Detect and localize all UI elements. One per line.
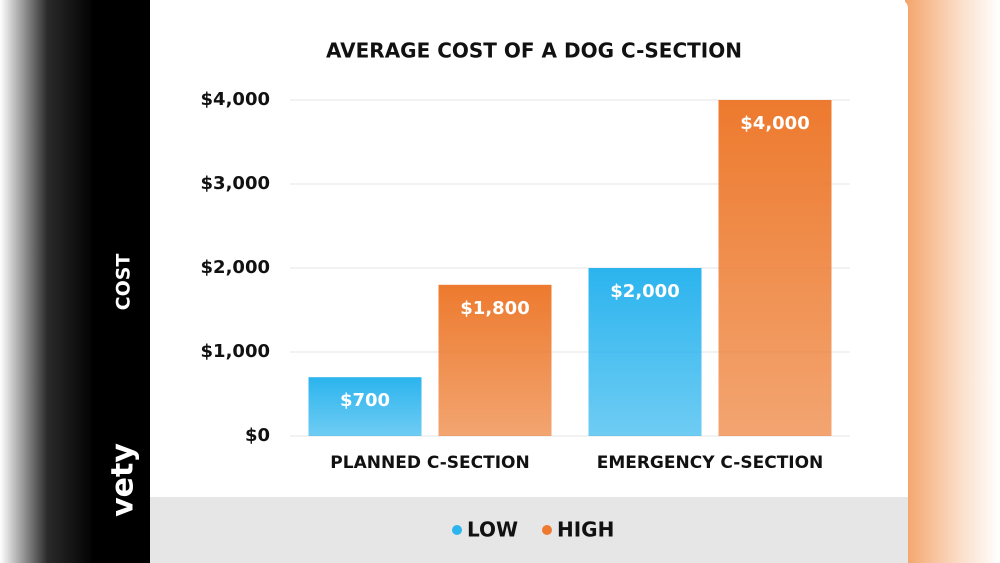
legend-marker xyxy=(452,525,462,535)
bar xyxy=(438,284,552,436)
y-tick-label: $2,000 xyxy=(201,257,270,278)
background-right xyxy=(905,0,1000,563)
value-label: $700 xyxy=(340,390,390,411)
bar xyxy=(588,268,702,436)
legend-label: HIGH xyxy=(557,518,614,542)
legend-bar xyxy=(150,497,908,563)
value-label: $1,800 xyxy=(460,298,529,319)
bar xyxy=(308,377,422,436)
x-tick-label: PLANNED C-SECTION xyxy=(330,453,529,473)
y-tick-label: $3,000 xyxy=(201,173,270,194)
card xyxy=(92,0,908,563)
y-axis-label: COST xyxy=(113,254,135,311)
y-tick-label: $0 xyxy=(245,425,270,446)
value-label: $2,000 xyxy=(610,281,679,302)
legend-label: LOW xyxy=(467,518,518,542)
brand: vety xyxy=(106,443,141,517)
sidebar xyxy=(92,0,150,563)
y-tick-label: $1,000 xyxy=(201,341,270,362)
chart-title: AVERAGE COST OF A DOG C-SECTION xyxy=(326,39,742,63)
background-left xyxy=(0,0,95,563)
legend-marker xyxy=(542,525,552,535)
y-tick-label: $4,000 xyxy=(201,89,270,110)
x-tick-label: EMERGENCY C-SECTION xyxy=(597,453,824,473)
bar xyxy=(718,100,832,436)
value-label: $4,000 xyxy=(740,113,809,134)
